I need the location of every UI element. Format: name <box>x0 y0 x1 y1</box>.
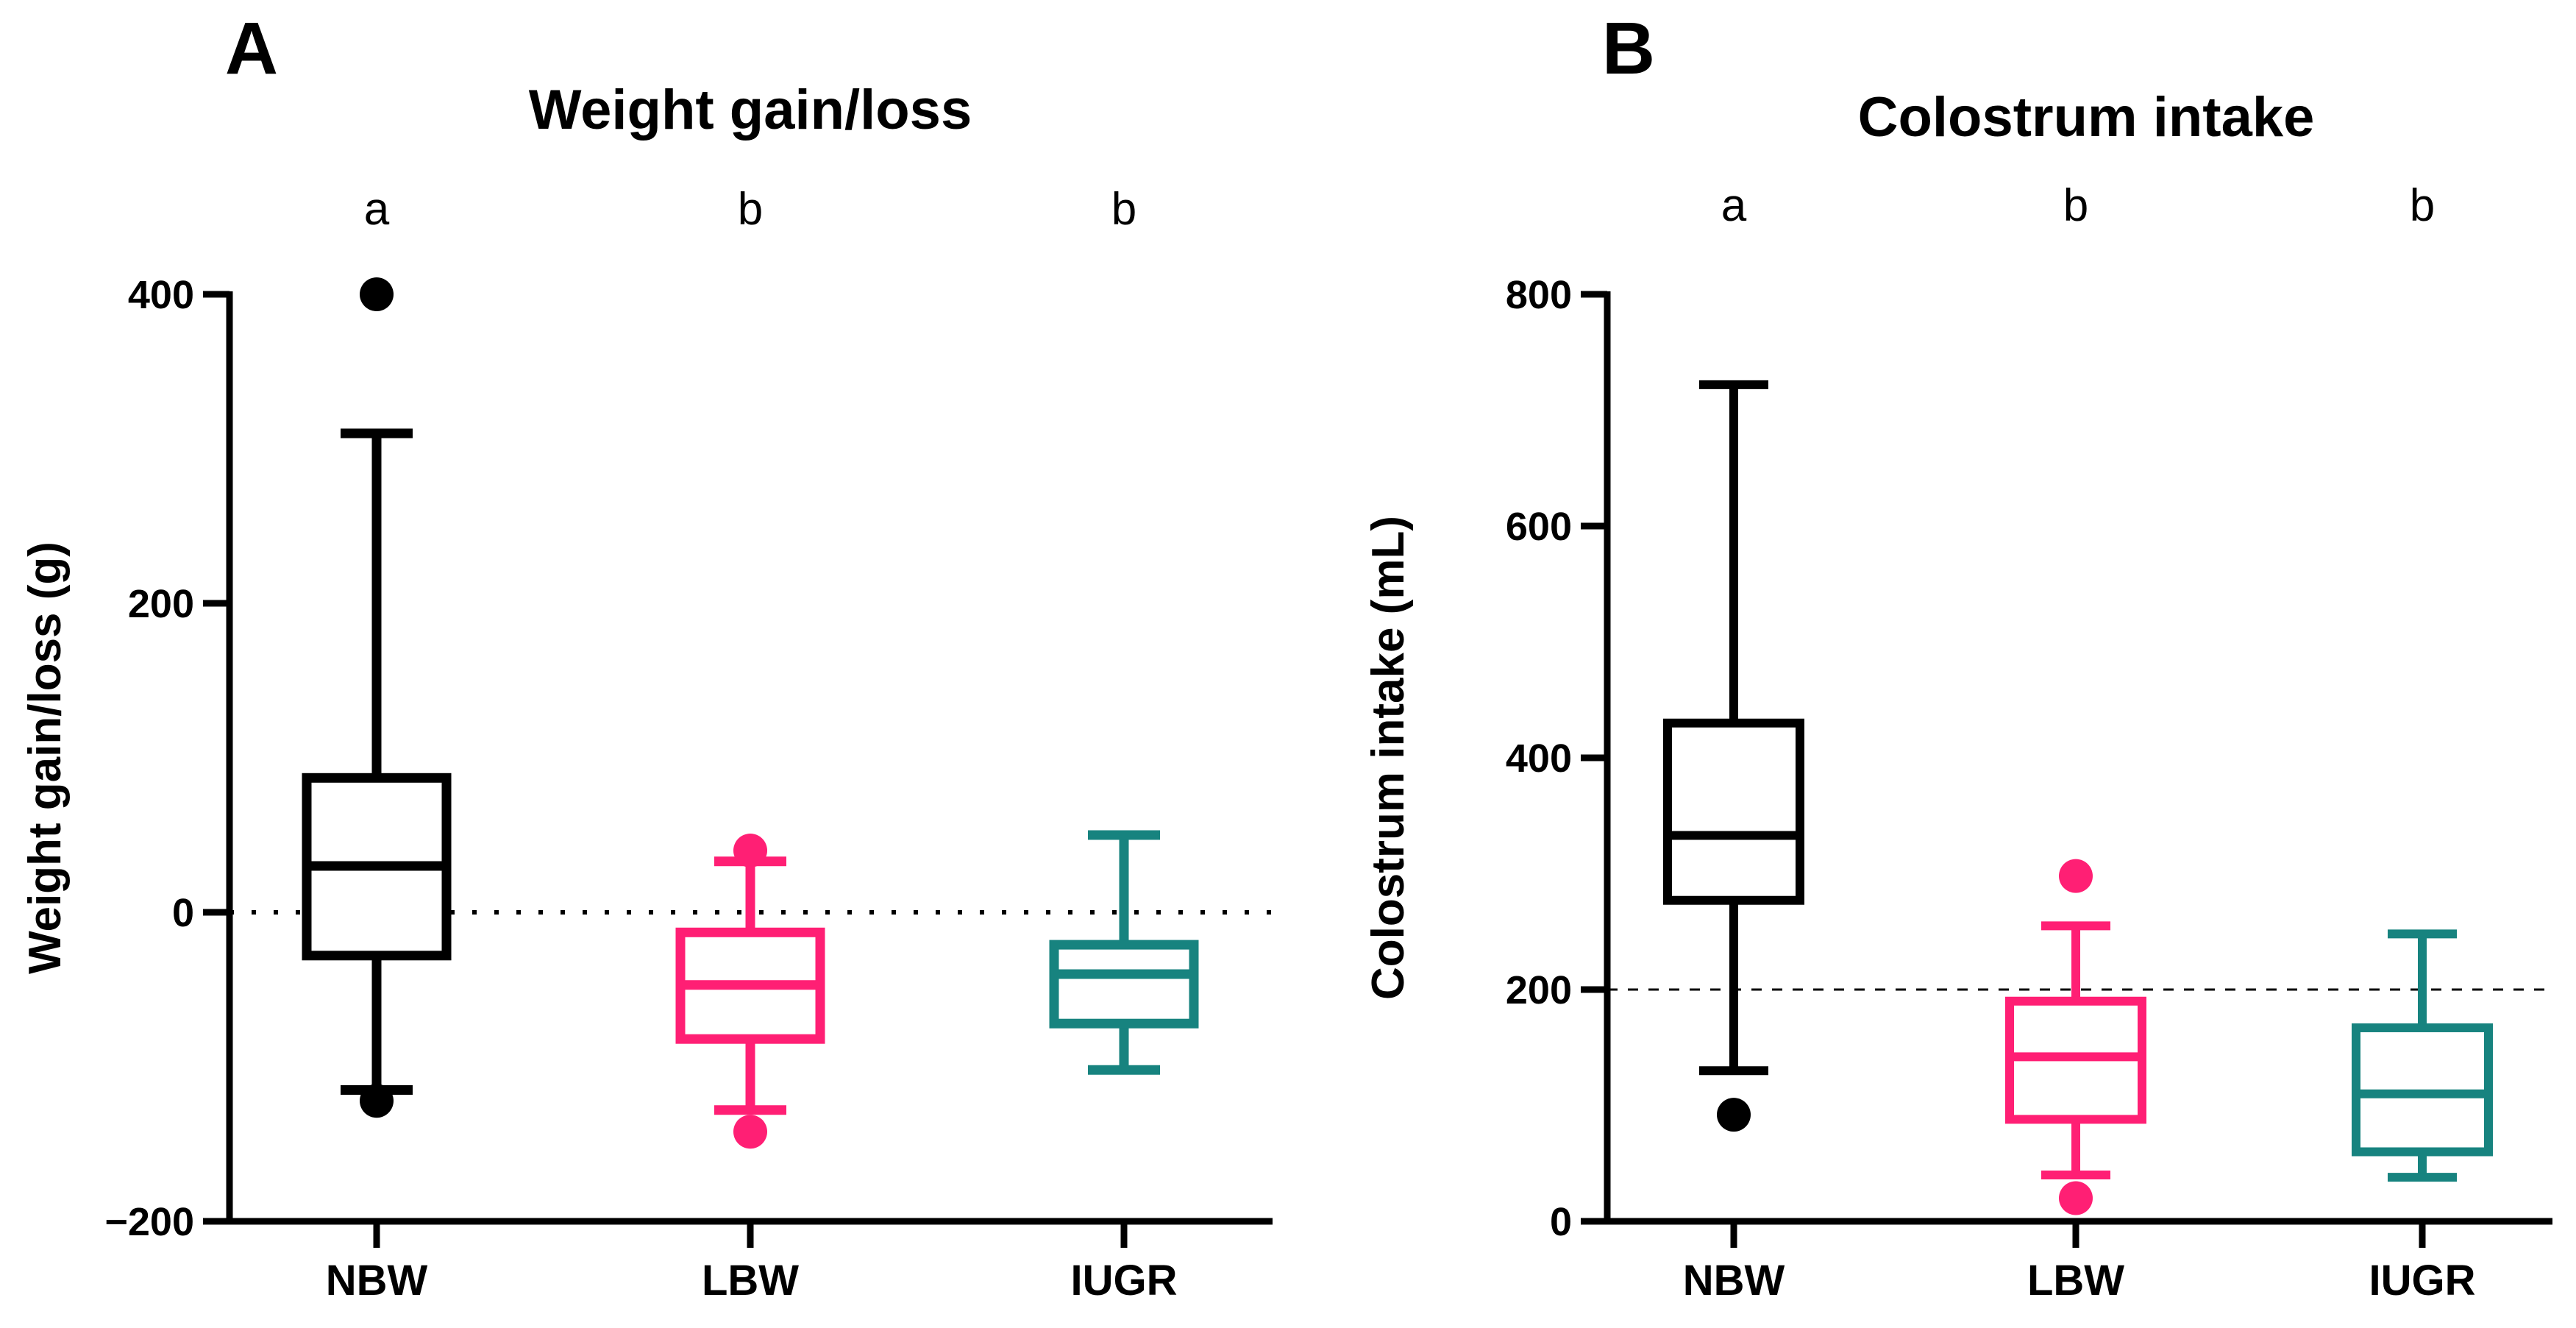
y-tick-label: 200 <box>1506 968 1572 1012</box>
outlier-point <box>360 1084 394 1118</box>
x-tick-label: LBW <box>2027 1257 2124 1304</box>
box-lbw <box>675 834 825 1149</box>
y-tick-label: 400 <box>1506 736 1572 781</box>
y-axis-label: Weight gain/loss (g) <box>20 542 71 974</box>
panel-letter: A <box>225 7 278 90</box>
y-axis-label: Colostrum intake (mL) <box>1363 516 1414 1000</box>
panel-letter: B <box>1602 7 1655 90</box>
box-nbw <box>302 277 452 1118</box>
y-tick-label: 800 <box>1506 273 1572 317</box>
box-lbw <box>2005 859 2146 1215</box>
significance-letter: a <box>1721 180 1747 231</box>
significance-letter: b <box>2063 180 2088 231</box>
chart-title: Colostrum intake <box>1858 86 2315 149</box>
iqr-box <box>1049 940 1199 1029</box>
box-iugr <box>1049 830 1199 1075</box>
box-nbw <box>1663 380 1804 1132</box>
y-tick-label: 0 <box>1550 1200 1572 1244</box>
chart-title: Weight gain/loss <box>529 79 972 141</box>
significance-letter: a <box>364 184 390 235</box>
y-tick-label: 600 <box>1506 505 1572 549</box>
significance-letter: b <box>2410 180 2435 231</box>
x-tick-label: IUGR <box>1071 1257 1178 1304</box>
x-tick-label: NBW <box>326 1257 428 1304</box>
outlier-point <box>2059 1181 2093 1215</box>
outlier-point <box>360 277 394 311</box>
y-tick-label: 200 <box>128 582 194 626</box>
panel-b: B Colostrum intake Colostrum intake (mL) 0 2… <box>1363 7 2552 1304</box>
y-tick-label: 400 <box>128 273 194 317</box>
outlier-point <box>733 834 767 867</box>
iqr-box <box>1663 718 1804 905</box>
outlier-point <box>733 1115 767 1149</box>
x-tick-label: NBW <box>1683 1257 1785 1304</box>
significance-letter: b <box>738 184 763 235</box>
y-tick-label: 0 <box>172 891 194 935</box>
box-iugr <box>2352 929 2493 1182</box>
y-tick-label: −200 <box>104 1200 194 1244</box>
significance-letter: b <box>1111 184 1136 235</box>
outlier-point <box>2059 859 2093 893</box>
outlier-point <box>1717 1098 1751 1132</box>
panel-a: A Weight gain/loss Weight gain/loss (g) −20… <box>20 7 1273 1304</box>
x-tick-label: LBW <box>702 1257 799 1304</box>
x-tick-label: IUGR <box>2369 1257 2476 1304</box>
